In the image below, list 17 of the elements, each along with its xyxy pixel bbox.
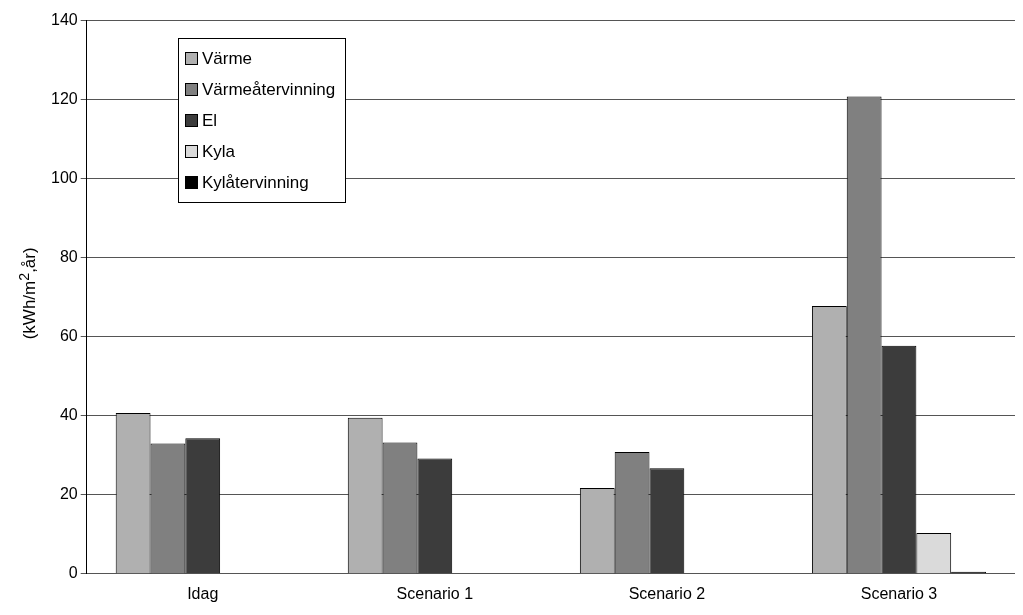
legend-label: Kyla	[202, 141, 236, 162]
legend-label: El	[202, 110, 218, 131]
y-tick-label: 120	[50, 90, 78, 108]
y-tick-label: 40	[59, 406, 78, 424]
y-tick-label: 20	[59, 485, 78, 503]
y-tick-label: 140	[50, 11, 78, 29]
legend-label: Värmeåtervinning	[202, 79, 336, 100]
legend-label: Värme	[202, 48, 253, 69]
x-tick-label: Idag	[187, 584, 219, 602]
x-tick-label: Scenario 2	[628, 584, 706, 602]
legend-label: Kylåtervinning	[202, 172, 309, 193]
y-tick-label: 100	[50, 169, 78, 187]
y-tick-label: 60	[59, 327, 78, 345]
y-tick-label: 0	[68, 564, 78, 582]
y-tick-label: 80	[59, 248, 78, 266]
x-tick-label: Scenario 3	[860, 584, 938, 602]
x-tick-label: Scenario 1	[396, 584, 474, 602]
